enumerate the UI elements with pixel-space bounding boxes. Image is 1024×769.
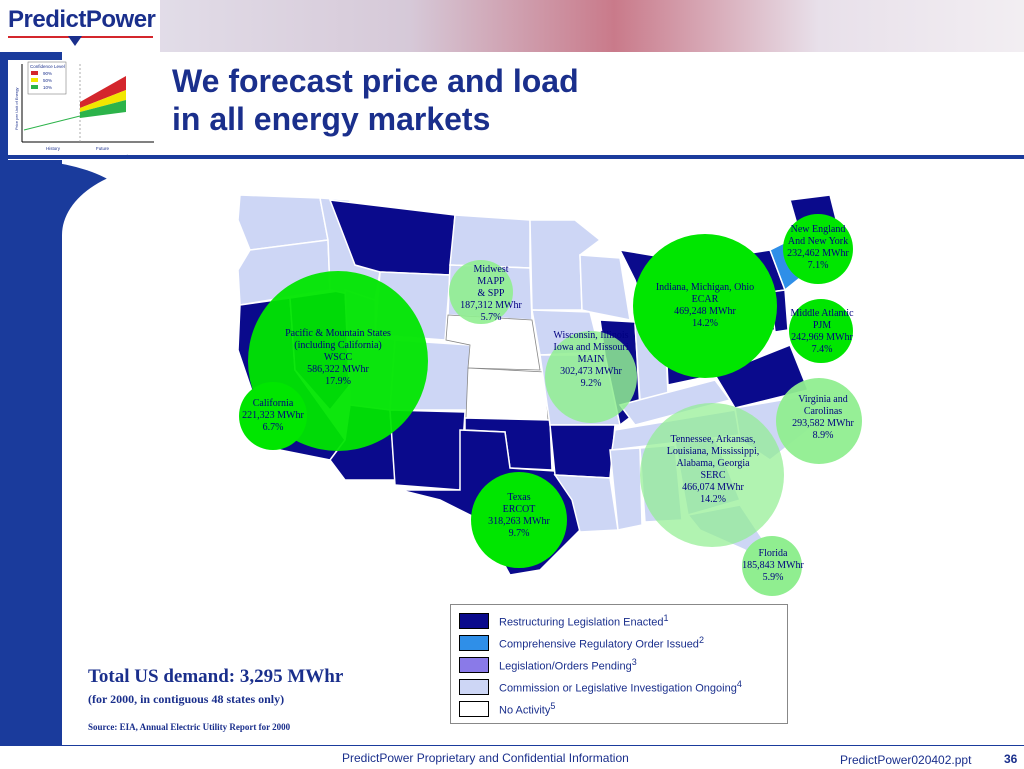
legend-label-no-activity: No Activity5 (499, 701, 556, 717)
total-demand: Total US demand: 3,295 MWhr (88, 666, 344, 687)
bubble-new-england (783, 214, 853, 284)
region-label-ecar: Indiana, Michigan, Ohio ECAR 469,248 MWh… (655, 282, 755, 329)
legend-label-enacted: Restructuring Legislation Enacted1 (499, 613, 669, 629)
bubble-main (545, 331, 637, 423)
mini-future-label: Future (96, 146, 110, 151)
bubble-pjm (789, 299, 853, 363)
page-number: 36 (1004, 752, 1018, 766)
region-label-virginia-carolinas: Virginia and Carolinas 293,582 MWhr 8.9% (792, 394, 854, 441)
bubble-virginia-carolinas (776, 378, 862, 464)
legend-label-order-issued: Comprehensive Regulatory Order Issued2 (499, 635, 704, 651)
region-label-california: California 221,323 MWhr 6.7% (242, 398, 304, 433)
mini-legend-title: Confidence Level (30, 64, 65, 69)
footer: PredictPower Proprietary and Confidentia… (0, 745, 1024, 769)
region-label-wscc: Pacific & Mountain States (including Cal… (285, 328, 391, 387)
page-title: We forecast price and load in all energy… (172, 63, 579, 137)
legend-swatch-enacted (459, 613, 489, 629)
region-label-pjm: Middle Atlantic PJM 242,969 MWhr 7.4% (790, 308, 854, 355)
bubble-mapp-spp (449, 260, 513, 324)
logo: PredictPower (0, 0, 160, 52)
mini-legend-10: 10% (43, 85, 52, 90)
region-label-florida: Florida 185,843 MWhr 5.9% (742, 548, 804, 583)
total-demand-note: (for 2000, in contiguous 48 states only) (88, 692, 285, 706)
legend-swatch-pending (459, 657, 489, 673)
region-label-mapp-spp: Midwest MAPP & SPP 187,312 MWhr 5.7% (460, 264, 522, 323)
map-state-louisiana (553, 474, 619, 533)
bubble-ecar (633, 234, 777, 378)
bubble-florida (742, 536, 802, 596)
logo-arrow-icon (68, 36, 82, 46)
legend-swatch-no-activity (459, 701, 489, 717)
map-state-wisconsin (579, 254, 631, 321)
legend-label-investigation: Commission or Legislative Investigation … (499, 679, 742, 695)
mini-history-label: History (46, 146, 61, 151)
logo-text: PredictPower (8, 6, 156, 33)
footer-filename: PredictPower020402.ppt (840, 753, 972, 767)
title-area: We forecast price and load in all energy… (160, 52, 1024, 156)
region-label-main: Wisconsin, Illinois Iowa and Missouri MA… (553, 330, 629, 389)
bubble-california (239, 382, 307, 450)
region-label-new-england: New England And New York 232,462 MWhr 7.… (787, 224, 849, 271)
footer-confidential: PredictPower Proprietary and Confidentia… (342, 751, 629, 765)
map-state-kansas (465, 367, 549, 421)
map-state-mississippi (609, 447, 643, 531)
source-note: Source: EIA, Annual Electric Utility Rep… (88, 722, 291, 732)
mini-legend-50: 50% (43, 78, 52, 83)
mini-forecast-chart: Confidence Level 90% 50% 10% Price per U… (8, 60, 158, 160)
region-label-serc: Tennessee, Arkansas, Louisiana, Mississi… (666, 434, 760, 505)
bubble-serc (640, 403, 784, 547)
mini-y-label: Price per Unit of Energy (14, 88, 19, 130)
us-map (237, 194, 862, 596)
map-state-arkansas (549, 424, 616, 479)
map-legend: Restructuring Legislation Enacted1 Compr… (450, 604, 788, 724)
header-banner (0, 0, 1024, 52)
title-divider (0, 155, 1024, 159)
map-state-north-dakota (449, 214, 531, 269)
legend-label-pending: Legislation/Orders Pending3 (499, 657, 637, 673)
legend-swatch-investigation (459, 679, 489, 695)
bubble-ercot (471, 472, 567, 568)
legend-swatch-order-issued (459, 635, 489, 651)
region-label-ercot: Texas ERCOT 318,263 MWhr 9.7% (488, 492, 550, 539)
mini-legend-90: 90% (43, 71, 52, 76)
